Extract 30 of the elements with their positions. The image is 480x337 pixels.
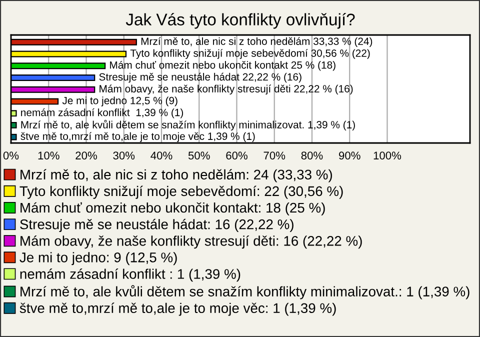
- legend-label: Mrzí mě to, ale kvůli dětem se snažím konflikty minimalizovat.: 1 (1,39 %): [20, 285, 470, 300]
- x-tick-label: 70%: [264, 152, 286, 160]
- legend-label: Mám chuť omezit nebo ukončit kontakt: 18 (25 %): [20, 202, 325, 216]
- data-label: štve mě to,mrzí mě to,ale je to moje věc 1,39 % (1): [20, 132, 255, 142]
- data-label: Tyto konflikty snižují moje sebevědomí 30,56 % (22): [130, 49, 370, 59]
- x-tick-label: 0%: [3, 152, 19, 160]
- legend-label: Mrzí mě to, ale nic si z toho nedělám: 24 (33,33 %): [20, 169, 332, 182]
- x-tick-label: 20%: [76, 152, 97, 160]
- chart-title: Jak Vás tyto konflikty ovlivňují?: [126, 13, 355, 29]
- legend-label: štve mě to,mrzí mě to,ale je to moje věc: 1 (1,39 %): [20, 302, 336, 316]
- legend-label: nemám zásadní konflikt : 1 (1,39 %): [20, 268, 240, 282]
- data-label: Je mi to jedno 12,5 % (9): [62, 96, 178, 106]
- x-tick-label: 80%: [301, 152, 323, 160]
- legend-label: Je mi to jedno: 9 (12,5 %): [20, 252, 177, 266]
- data-label: Mám chuť omezit nebo ukončit kontakt 25 % (18): [110, 60, 336, 71]
- x-tick-label: 50%: [188, 152, 210, 160]
- legend-label: Stresuje mě se neustále hádat: 16 (22,22 %): [20, 218, 294, 232]
- data-label: Mám obavy, že naše konflikty stresují děti 22,22 % (16): [100, 84, 353, 95]
- x-tick-label: 10%: [38, 152, 60, 160]
- x-tick-label: 30%: [113, 152, 135, 160]
- data-label: nemám zásadní konflikt 1,39 % (1): [21, 108, 184, 118]
- data-label: Mrzí mě to, ale nic si z toho nedělám 33,33 % (24): [141, 37, 372, 48]
- x-tick-label: 90%: [339, 152, 360, 160]
- legend-label: Tyto konflikty snižují moje sebevědomí: 22 (30,56 %): [20, 186, 343, 199]
- x-tick-label: 100%: [374, 152, 402, 160]
- data-label: Mrzí mě to, ale kvůli dětem se snažím konflikty minimalizovat. 1,39 % (1): [21, 120, 355, 130]
- legend-label: Mám obavy, že naše konflikty stresují děti: 16 (22,22 %): [20, 235, 362, 249]
- x-tick-label: 60%: [226, 152, 248, 160]
- data-label: Stresuje mě se neustále hádat 22,22 % (16): [99, 72, 302, 83]
- x-tick-label: 40%: [150, 152, 172, 160]
